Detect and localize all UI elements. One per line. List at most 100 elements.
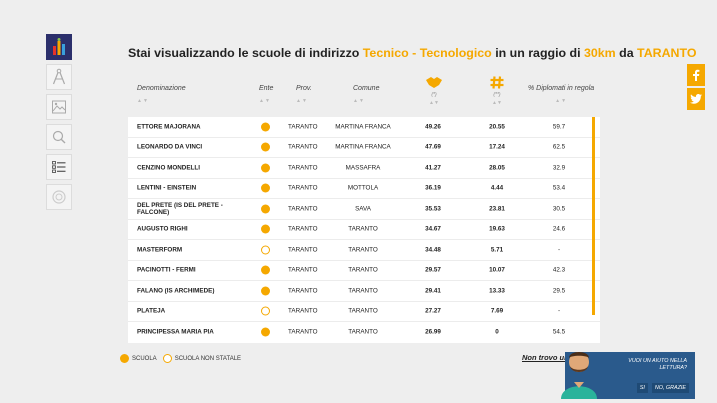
table-body: ETTORE MAJORANA TARANTO MARTINA FRANCA 49.2… xyxy=(128,117,600,343)
school-prov: TARANTO xyxy=(288,266,318,274)
map-button[interactable] xyxy=(46,94,72,120)
school-name[interactable]: PACINOTTI - FERMI xyxy=(137,266,196,274)
school-value-1: 26.99 xyxy=(425,328,441,336)
empty-dot-icon xyxy=(162,354,172,363)
col-comune[interactable]: Comune ▲▼ xyxy=(353,85,379,104)
empty-dot-icon xyxy=(261,306,270,316)
search-button[interactable] xyxy=(46,124,72,150)
sort-icon[interactable]: ▲▼ xyxy=(259,98,271,104)
school-comune: TARANTO xyxy=(348,328,378,336)
school-name[interactable]: LEONARDO DA VINCI xyxy=(137,143,203,151)
school-comune: MASSAFRA xyxy=(345,164,381,172)
sort-icon[interactable]: ▲▼ xyxy=(492,100,502,106)
col-pct-label: % Diplomati in regola xyxy=(528,85,595,92)
sort-icon[interactable]: ▲▼ xyxy=(353,98,365,104)
facebook-icon xyxy=(693,69,700,81)
school-name[interactable]: CENZINO MONDELLI xyxy=(137,164,200,172)
school-name[interactable]: PLATEJA xyxy=(137,307,166,315)
school-pct: - xyxy=(557,246,561,254)
sort-icon[interactable]: ▲▼ xyxy=(429,100,439,106)
sort-icon[interactable]: ▲▼ xyxy=(296,98,308,104)
table-row[interactable]: DEL PRETE (IS DEL PRETE - FALCONE) TARANT… xyxy=(128,199,600,220)
twitter-button[interactable] xyxy=(687,88,705,110)
handshake-icon xyxy=(426,77,442,88)
school-value-2: 17.24 xyxy=(489,143,505,151)
list-button[interactable] xyxy=(46,154,72,180)
not-found-link[interactable]: Non trovo una xyxy=(522,353,573,362)
hash-icon xyxy=(490,76,504,89)
legend-non-statale: SCUOLA NON STATALE xyxy=(162,354,241,363)
school-name[interactable]: LENTINI - EINSTEIN xyxy=(137,184,197,192)
school-comune: TARANTO xyxy=(348,266,378,274)
school-value-1: 35.53 xyxy=(425,205,441,213)
help-no-button[interactable]: NO, GRAZIE xyxy=(651,383,689,393)
col-comune-label: Comune xyxy=(353,85,380,92)
table-row[interactable]: MASTERFORM TARANTO TARANTO 34.48 5.71 - xyxy=(128,240,600,261)
col-ente-label: Ente xyxy=(259,85,274,92)
school-value-1: 29.41 xyxy=(425,287,441,295)
table-row[interactable]: PLATEJA TARANTO TARANTO 27.27 7.69 - xyxy=(128,302,600,322)
table-row[interactable]: FALANO (IS ARCHIMEDE) TARANTO TARANTO 29.41… xyxy=(128,281,600,302)
search-icon xyxy=(52,130,66,144)
school-prov: TARANTO xyxy=(288,143,318,151)
school-comune: MARTINA FRANCA xyxy=(335,143,391,151)
filled-dot-icon xyxy=(261,224,270,234)
table-row[interactable]: ETTORE MAJORANA TARANTO MARTINA FRANCA 49.2… xyxy=(128,117,600,138)
col-denominazione[interactable]: Denominazione ▲▼ xyxy=(137,85,186,104)
globe-button[interactable] xyxy=(46,184,72,210)
title-radius: 30km xyxy=(583,46,616,60)
help-text: VUOI UN AIUTO NELLA LETTURA? xyxy=(628,358,687,371)
school-pct: 62.5 xyxy=(552,143,566,151)
sort-icon[interactable]: ▲▼ xyxy=(137,98,149,104)
col-handshake[interactable]: (*) ▲▼ xyxy=(425,76,443,106)
school-value-2: 28.05 xyxy=(489,164,505,172)
chart-button[interactable] xyxy=(46,34,72,60)
school-value-2: 5.71 xyxy=(490,246,504,254)
school-value-2: 7.69 xyxy=(490,307,504,315)
col-ente[interactable]: Ente ▲▼ xyxy=(259,85,273,104)
filled-dot-icon xyxy=(261,204,270,214)
school-name[interactable]: PRINCIPESSA MARIA PIA xyxy=(137,328,214,336)
facebook-button[interactable] xyxy=(687,64,705,86)
school-value-2: 19.63 xyxy=(489,225,505,233)
school-value-1: 36.19 xyxy=(425,184,441,192)
table-row[interactable]: LEONARDO DA VINCI TARANTO MARTINA FRANCA 47… xyxy=(128,138,600,158)
col-prov-label: Prov. xyxy=(296,85,312,92)
school-prov: TARANTO xyxy=(288,184,318,192)
school-comune: TARANTO xyxy=(348,287,378,295)
table-row[interactable]: LENTINI - EINSTEIN TARANTO MOTTOLA 36.19 4.4… xyxy=(128,179,600,199)
assistant-avatar xyxy=(561,352,597,399)
table-row[interactable]: CENZINO MONDELLI TARANTO MASSAFRA 41.27 28.0… xyxy=(128,158,600,179)
title-prefix: Stai visualizzando le scuole di indirizz… xyxy=(128,46,363,60)
school-value-2: 23.81 xyxy=(489,205,505,213)
school-comune: TARANTO xyxy=(348,225,378,233)
table-row[interactable]: PRINCIPESSA MARIA PIA TARANTO TARANTO 26.99… xyxy=(128,322,600,343)
school-name[interactable]: ETTORE MAJORANA xyxy=(137,123,201,131)
school-name[interactable]: AUGUSTO RIGHI xyxy=(137,225,188,233)
col-denominazione-label: Denominazione xyxy=(137,85,186,92)
school-comune: MOTTOLA xyxy=(347,184,379,192)
school-pct: 59.7 xyxy=(552,123,566,131)
school-pct: 29.5 xyxy=(552,287,566,295)
school-prov: TARANTO xyxy=(288,205,318,213)
school-name[interactable]: MASTERFORM xyxy=(137,246,183,254)
filled-dot-icon xyxy=(261,286,270,296)
col-prov[interactable]: Prov. ▲▼ xyxy=(296,85,312,104)
school-value-2: 0 xyxy=(495,328,499,336)
table-row[interactable]: PACINOTTI - FERMI TARANTO TARANTO 29.57 10.0… xyxy=(128,261,600,281)
help-yes-button[interactable]: SI xyxy=(636,383,648,393)
col-hash[interactable]: (**) ▲▼ xyxy=(490,76,504,106)
empty-dot-icon xyxy=(261,245,270,255)
table-scrollbar[interactable] xyxy=(592,117,595,315)
filled-dot-icon xyxy=(261,163,270,173)
sort-icon[interactable]: ▲▼ xyxy=(555,98,568,104)
col-pct[interactable]: % Diplomati in regola ▲▼ xyxy=(528,85,594,104)
legend: SCUOLA SCUOLA NON STATALE xyxy=(120,354,241,363)
school-name[interactable]: DEL PRETE (IS DEL PRETE - FALCONE) xyxy=(137,201,223,216)
school-name[interactable]: FALANO (IS ARCHIMEDE) xyxy=(137,287,215,295)
table-row[interactable]: AUGUSTO RIGHI TARANTO TARANTO 34.67 19.63 24.… xyxy=(128,220,600,240)
school-prov: TARANTO xyxy=(288,164,318,172)
school-pct: 42.3 xyxy=(552,266,566,274)
compass-button[interactable] xyxy=(46,64,72,90)
legend-scuola: SCUOLA xyxy=(120,354,157,363)
